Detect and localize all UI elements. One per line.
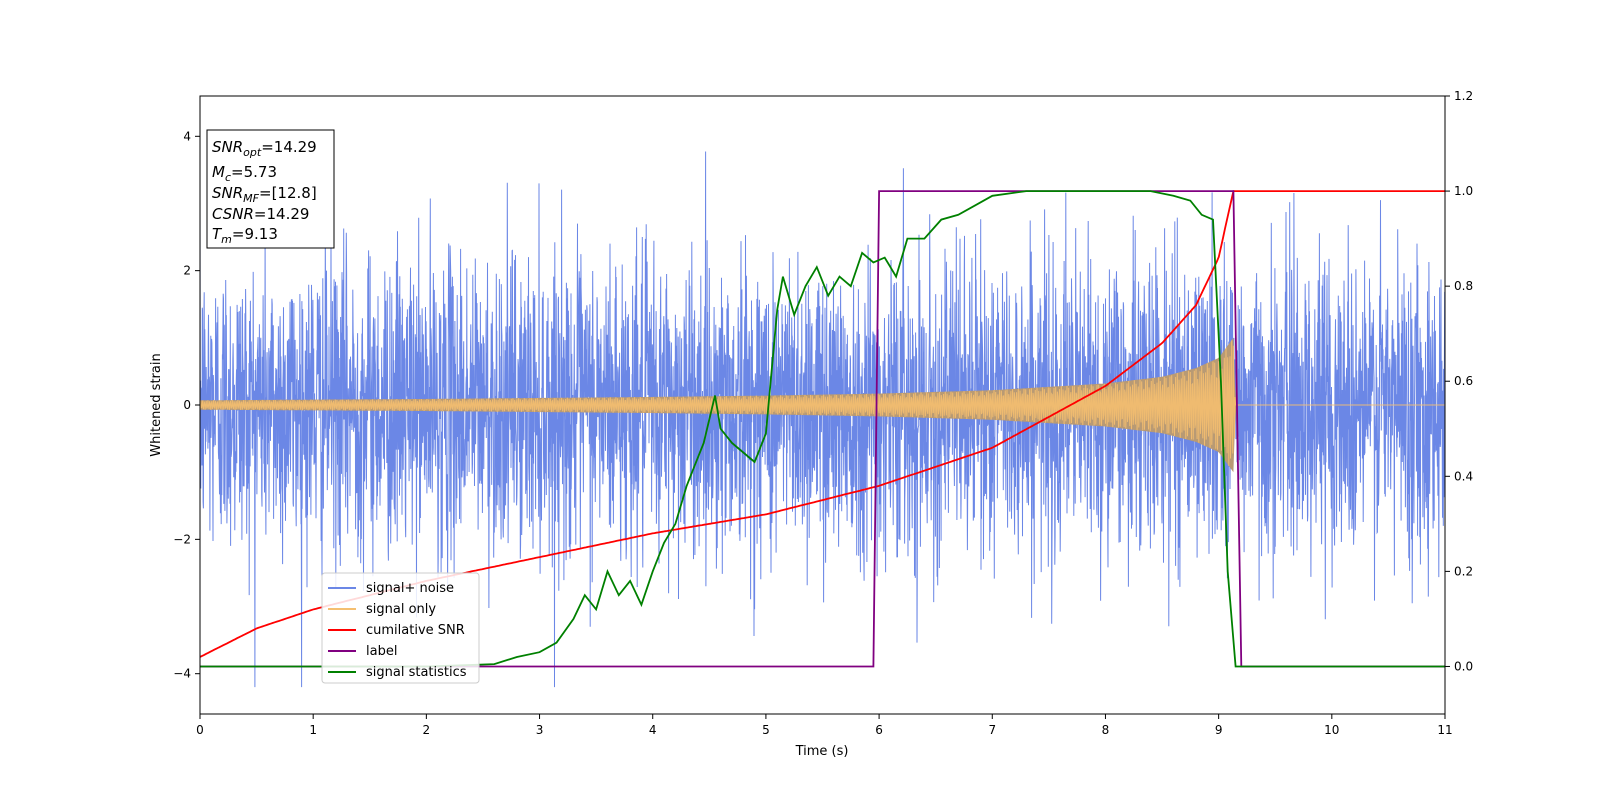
y2-tick-label: 1.0 [1454, 184, 1473, 198]
legend-cumulative-snr-label: cumilative SNR [366, 623, 465, 638]
x-tick-label: 8 [1102, 723, 1110, 737]
y2-tick-label: 0.6 [1454, 374, 1473, 388]
info-chirp-mass: Mc=5.73 [212, 163, 277, 184]
y-tick-label: 4 [183, 129, 191, 143]
info-csnr: CSNR=14.29 [212, 205, 309, 223]
info-tm: Tm=9.13 [212, 225, 278, 246]
x-tick-label: 4 [649, 723, 657, 737]
x-tick-label: 3 [536, 723, 544, 737]
legend-label-label: label [366, 644, 397, 659]
signal-statistics-line [200, 190, 1445, 668]
x-tick-label: 0 [196, 723, 204, 737]
x-tick-label: 5 [762, 723, 770, 737]
y-axis-label: Whitened strain [149, 353, 164, 456]
legend-signal-noise-label: signal+ noise [366, 581, 454, 596]
x-tick-label: 10 [1324, 723, 1339, 737]
y-tick-label: 0 [183, 398, 191, 412]
info-snr-opt: SNRopt=14.29 [212, 138, 317, 159]
x-tick-label: 6 [875, 723, 883, 737]
x-axis: 0 1 2 3 4 5 6 7 8 9 10 11 [196, 714, 1453, 737]
y-tick-label: 2 [183, 264, 191, 278]
y2-tick-label: 0.2 [1454, 564, 1473, 578]
info-box: SNRopt=14.29 Mc=5.73 SNRMF=[12.8] CSNR=1… [206, 129, 335, 249]
x-tick-label: 7 [988, 723, 996, 737]
legend-signal-statistics-label: signal statistics [366, 665, 467, 680]
y2-tick-label: 0.4 [1454, 469, 1473, 483]
y2-tick-label: 0.0 [1454, 659, 1473, 673]
x-axis-label: Time (s) [795, 744, 849, 759]
y2-tick-label: 0.8 [1454, 279, 1473, 293]
legend: signal+ noise signal only cumilative SNR la… [321, 572, 480, 684]
y-axis-left: 4 2 0 −2 −4 [173, 129, 200, 681]
y-tick-label: −4 [173, 667, 191, 681]
x-tick-label: 9 [1215, 723, 1223, 737]
y-tick-label: −2 [173, 532, 191, 546]
legend-signal-only-label: signal only [366, 602, 436, 617]
x-tick-label: 1 [309, 723, 317, 737]
y-axis-right: 1.2 1.0 0.8 0.6 0.4 0.2 0.0 [1445, 89, 1473, 673]
y2-tick-label: 1.2 [1454, 89, 1473, 103]
x-tick-label: 11 [1437, 723, 1452, 737]
info-snr-mf: SNRMF=[12.8] [212, 184, 317, 205]
x-tick-label: 2 [423, 723, 431, 737]
